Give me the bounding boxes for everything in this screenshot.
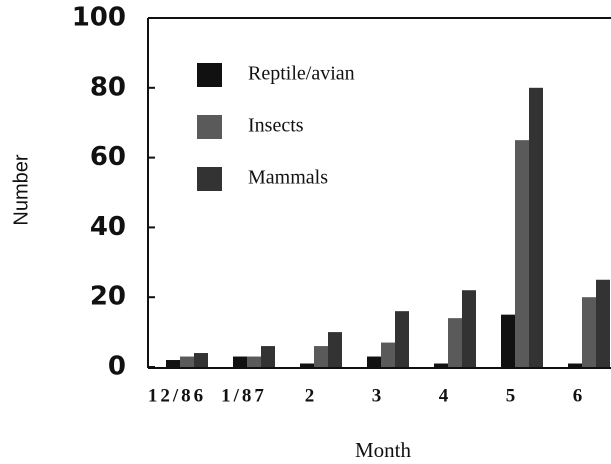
bar bbox=[515, 140, 529, 367]
x-tick-label: 6 bbox=[573, 385, 586, 406]
bar bbox=[194, 353, 208, 367]
x-tick-label: 2 bbox=[305, 385, 318, 406]
y-tick-label: 40 bbox=[90, 212, 126, 242]
legend-swatch bbox=[197, 63, 222, 87]
x-tick-label: 5 bbox=[506, 385, 519, 406]
legend-label: Insects bbox=[248, 115, 304, 137]
y-tick-label: 20 bbox=[90, 282, 126, 312]
legend-label: Mammals bbox=[248, 167, 328, 189]
legend-swatch bbox=[197, 115, 222, 139]
bar bbox=[233, 356, 247, 367]
y-tick-label: 0 bbox=[108, 352, 126, 382]
bar bbox=[367, 356, 381, 367]
x-tick-label: 12/86 bbox=[148, 385, 206, 406]
x-tick-label: 3 bbox=[372, 385, 385, 406]
x-tick-label: 1/87 bbox=[221, 385, 267, 406]
x-tick-label: 4 bbox=[439, 385, 452, 406]
bar bbox=[300, 363, 314, 367]
bar bbox=[501, 314, 515, 367]
bar bbox=[261, 346, 275, 367]
bar bbox=[247, 356, 261, 367]
y-tick-label: 100 bbox=[72, 3, 126, 33]
legend-label: Reptile/avian bbox=[248, 63, 355, 85]
bar bbox=[448, 318, 462, 367]
bar bbox=[529, 87, 543, 368]
bar bbox=[582, 297, 596, 367]
bar bbox=[180, 356, 194, 367]
y-tick-label: 80 bbox=[90, 72, 126, 102]
bar bbox=[314, 346, 328, 367]
legend-swatch bbox=[197, 167, 222, 191]
bar bbox=[381, 342, 395, 367]
bar bbox=[395, 311, 409, 367]
y-axis-label: Number bbox=[10, 154, 32, 225]
x-axis-label: Month bbox=[355, 438, 412, 462]
y-tick-label: 60 bbox=[90, 142, 126, 172]
bar bbox=[434, 363, 448, 367]
bar bbox=[462, 290, 476, 367]
bar bbox=[166, 360, 180, 367]
bar bbox=[596, 279, 610, 367]
bar bbox=[328, 332, 342, 367]
bar bbox=[568, 363, 582, 367]
